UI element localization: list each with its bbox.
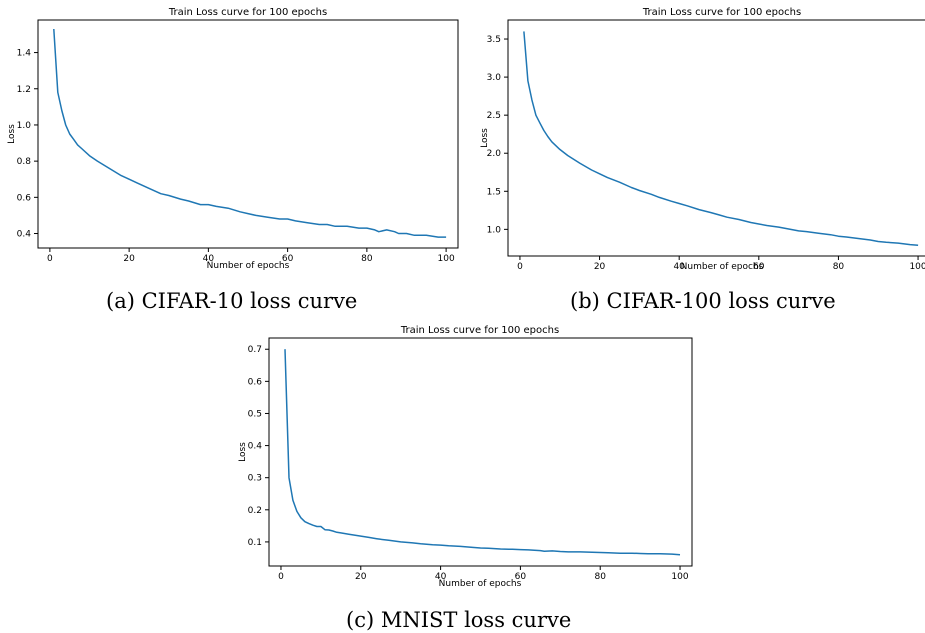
chart-a-frame — [37, 19, 459, 249]
chart-c-ytick-label: 0.6 — [248, 377, 263, 387]
chart-c-xtick-label: 100 — [671, 572, 688, 582]
chart-c-xtick-label: 40 — [435, 572, 447, 582]
chart-b-xtick-label: 0 — [517, 262, 523, 272]
chart-a-xtick-label: 0 — [47, 254, 53, 264]
chart-a-xtick-label: 20 — [123, 254, 135, 264]
chart-panel-c: Train Loss curve for 100 epochs 0 20 40 60 8… — [232, 320, 693, 590]
chart-a-xtick-label: 60 — [282, 254, 294, 264]
chart-a-xlabel: Number of epochs — [207, 261, 290, 271]
chart-c-xlabel: Number of epochs — [439, 579, 522, 589]
chart-b-xtick-label: 20 — [594, 262, 606, 272]
chart-c-xtick-label: 80 — [594, 572, 606, 582]
chart-a-ytick-label: 0.8 — [17, 157, 32, 167]
chart-a-ytick-label: 0.6 — [17, 193, 32, 203]
chart-a-loss-line — [53, 28, 447, 238]
chart-a-title: Train Loss curve for 100 epochs — [168, 7, 327, 18]
chart-b-ytick-label: 3.5 — [487, 35, 501, 45]
chart-b-xtick-label: 60 — [753, 262, 765, 272]
chart-a-xtick-label: 100 — [438, 254, 455, 264]
chart-b-xtick-label: 40 — [673, 262, 685, 272]
chart-b-ytick-label: 2.0 — [487, 149, 502, 159]
chart-c-ytick-label: 0.3 — [248, 474, 262, 484]
chart-b-title: Train Loss curve for 100 epochs — [642, 7, 801, 18]
chart-b-frame — [507, 19, 925, 257]
caption-c: (c) MNIST loss curve — [346, 608, 572, 632]
chart-b-ytick-label: 2.5 — [487, 111, 501, 121]
chart-b-xtick-label: 80 — [833, 262, 845, 272]
chart-c-xtick-label: 60 — [515, 572, 527, 582]
chart-b-svg: Train Loss curve for 100 epochs 0 20 40 60 8… — [480, 7, 925, 272]
chart-c-xtick-label: 0 — [278, 572, 284, 582]
chart-c-ytick-label: 0.1 — [248, 538, 262, 548]
chart-c-loss-line — [284, 349, 681, 556]
chart-a-xtick-label: 80 — [361, 254, 373, 264]
chart-c-svg: Train Loss curve for 100 epochs 0 20 40 60 8… — [238, 325, 693, 589]
chart-a-ytick-label: 0.4 — [17, 230, 32, 240]
chart-c-ylabel: Loss — [238, 442, 248, 462]
chart-c-xtick-label: 20 — [355, 572, 367, 582]
chart-a-xtick-label: 40 — [203, 254, 215, 264]
caption-a: (a) CIFAR-10 loss curve — [106, 289, 358, 313]
chart-panel-b: Train Loss curve for 100 epochs 0 20 40 60 8… — [475, 0, 925, 280]
chart-b-ytick-label: 1.0 — [487, 225, 502, 235]
chart-b-ytick-label: 3.0 — [487, 73, 502, 83]
chart-b-ytick-label: 1.5 — [487, 187, 501, 197]
chart-a-svg: Train Loss curve for 100 epochs 0 20 40 60 8… — [7, 7, 459, 271]
caption-b: (b) CIFAR-100 loss curve — [570, 289, 836, 313]
chart-a-ytick-label: 1.4 — [17, 49, 32, 59]
chart-b-ylabel: Loss — [480, 128, 490, 148]
chart-c-frame — [268, 337, 693, 567]
chart-c-ytick-label: 0.5 — [248, 409, 262, 419]
chart-a-ylabel: Loss — [7, 124, 17, 144]
chart-c-ytick-label: 0.4 — [248, 442, 263, 452]
chart-a-ytick-label: 1.0 — [17, 121, 32, 131]
chart-b-xtick-label: 100 — [909, 262, 925, 272]
chart-c-ytick-label: 0.7 — [248, 345, 262, 355]
chart-a-ytick-label: 1.2 — [17, 85, 31, 95]
chart-c-title: Train Loss curve for 100 epochs — [400, 325, 559, 336]
chart-b-loss-line — [523, 31, 919, 247]
chart-c-ytick-label: 0.2 — [248, 506, 262, 516]
chart-b-xlabel: Number of epochs — [681, 262, 764, 272]
chart-panel-a: Train Loss curve for 100 epochs 0 20 40 60 8… — [0, 0, 462, 280]
